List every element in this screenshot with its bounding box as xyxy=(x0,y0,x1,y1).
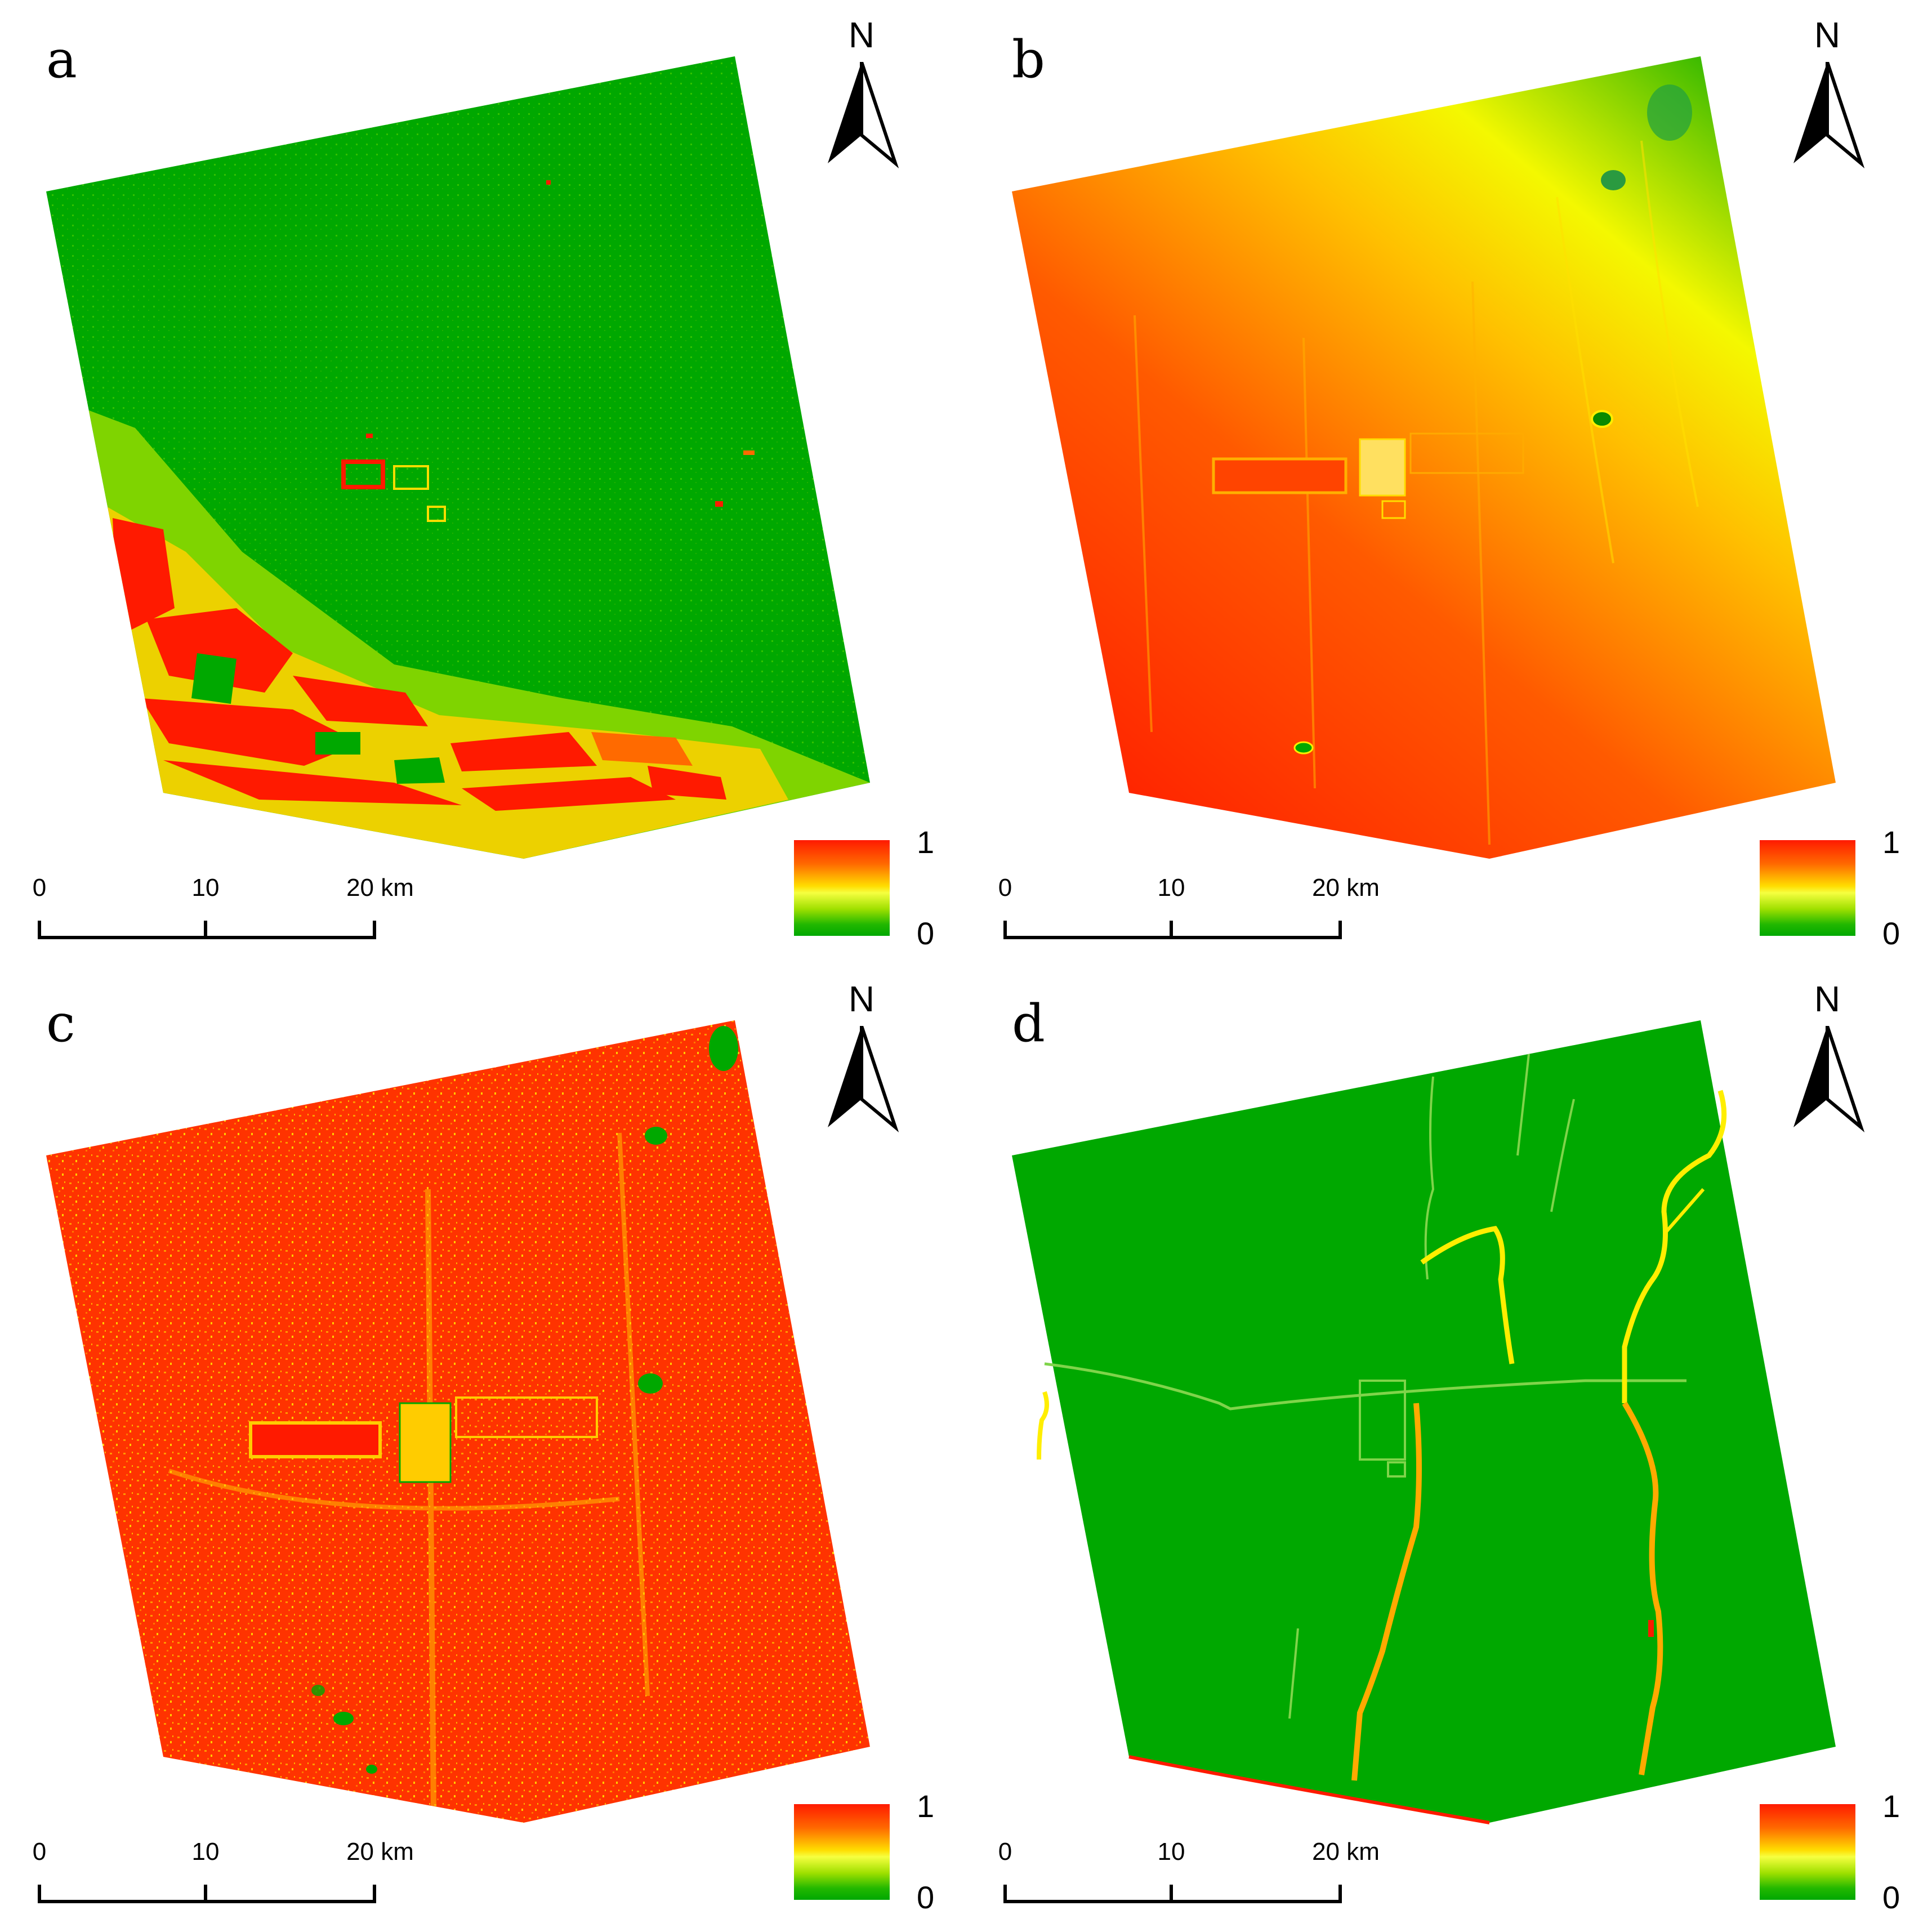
north-arrow-icon xyxy=(1793,1026,1865,1133)
scale-line xyxy=(38,921,376,939)
panel-label: a xyxy=(46,29,77,90)
scale-tick-10: 10 xyxy=(191,874,220,901)
north-letter: N xyxy=(848,979,875,1019)
legend-max: 1 xyxy=(1882,1788,1900,1824)
north-arrow: N xyxy=(822,17,901,169)
legend-max: 1 xyxy=(917,824,935,860)
legend-min: 0 xyxy=(1882,1880,1900,1915)
raster-footprint xyxy=(1012,1020,1836,1823)
scale-tick-20: 20 km xyxy=(1312,874,1380,901)
raster-footprint xyxy=(46,1020,870,1823)
panel-label: d xyxy=(1012,993,1045,1054)
scale-bar: 0 10 20 km xyxy=(994,876,1388,949)
north-arrow-icon xyxy=(1793,62,1865,169)
scale-bar: 0 10 20 km xyxy=(28,1840,422,1913)
map-d xyxy=(1012,1020,1836,1824)
scale-bar: 0 10 20 km xyxy=(994,1840,1388,1913)
legend-gradient xyxy=(1760,840,1855,936)
color-legend: 1 0 xyxy=(794,827,940,951)
panel-label: b xyxy=(1012,29,1045,90)
north-arrow: N xyxy=(822,981,901,1133)
map-c xyxy=(46,1020,870,1823)
panel-a: a N 0 10 20 km 1 0 xyxy=(0,0,966,964)
legend-min: 0 xyxy=(1882,916,1900,951)
legend-gradient xyxy=(1760,1804,1855,1900)
north-letter: N xyxy=(848,15,875,55)
scale-tick-20: 20 km xyxy=(346,1838,414,1865)
map-b xyxy=(1012,56,1836,859)
scale-tick-0: 0 xyxy=(32,1838,47,1865)
panel-c: c N 0 10 20 km 1 0 xyxy=(0,964,966,1928)
scale-tick-0: 0 xyxy=(998,874,1012,901)
color-legend: 1 0 xyxy=(1760,1791,1906,1915)
panel-b: b N 0 10 20 km 1 0 xyxy=(966,0,1931,964)
legend-gradient xyxy=(794,840,890,936)
scale-tick-0: 0 xyxy=(32,874,47,901)
north-letter: N xyxy=(1814,979,1841,1019)
north-arrow: N xyxy=(1788,17,1867,169)
scale-tick-20: 20 km xyxy=(346,874,414,901)
legend-min: 0 xyxy=(917,1880,935,1915)
scale-tick-10: 10 xyxy=(1157,874,1185,901)
north-arrow-icon xyxy=(828,62,899,169)
color-legend: 1 0 xyxy=(1760,827,1906,951)
scale-bar: 0 10 20 km xyxy=(28,876,422,949)
north-arrow: N xyxy=(1788,981,1867,1133)
raster-footprint xyxy=(1012,56,1836,859)
scale-tick-0: 0 xyxy=(998,1838,1012,1865)
scale-tick-20: 20 km xyxy=(1312,1838,1380,1865)
color-legend: 1 0 xyxy=(794,1791,940,1915)
legend-max: 1 xyxy=(1882,824,1900,860)
north-letter: N xyxy=(1814,15,1841,55)
panel-d: d N 0 10 20 km 1 0 xyxy=(966,964,1931,1928)
north-arrow-icon xyxy=(828,1026,899,1133)
scale-line xyxy=(38,1885,376,1903)
legend-max: 1 xyxy=(917,1788,935,1824)
scale-tick-10: 10 xyxy=(1157,1838,1185,1865)
scale-line xyxy=(1003,921,1342,939)
scale-line xyxy=(1003,1885,1342,1903)
scale-tick-10: 10 xyxy=(191,1838,220,1865)
panel-label: c xyxy=(46,993,75,1054)
map-a xyxy=(46,56,870,859)
legend-min: 0 xyxy=(917,916,935,951)
legend-gradient xyxy=(794,1804,890,1900)
